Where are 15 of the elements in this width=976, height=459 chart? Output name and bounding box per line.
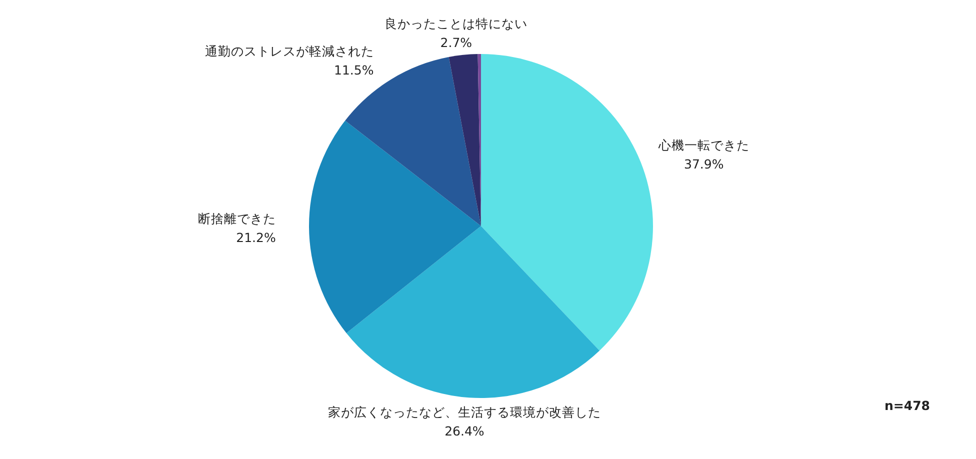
slice-label: 断捨離できた bbox=[198, 211, 276, 226]
slice-label: 良かったことは特にない bbox=[384, 16, 528, 32]
data-label: 2.7% bbox=[440, 35, 472, 50]
data-label: 26.4% bbox=[444, 424, 484, 439]
data-label: 21.2% bbox=[236, 230, 276, 246]
pie-slice bbox=[309, 120, 481, 334]
pie-slice bbox=[481, 54, 653, 351]
data-label: 11.5% bbox=[334, 62, 374, 78]
text: n=478 bbox=[884, 398, 930, 413]
pie-slice bbox=[448, 54, 481, 226]
pie-slice bbox=[346, 226, 600, 398]
slice-label: 通勤のストレスが軽減された bbox=[204, 44, 374, 59]
data-label: 37.9% bbox=[684, 156, 724, 172]
slice-label: 心機一転できた bbox=[657, 138, 750, 153]
slice-label: 家が広くなったなど、生活する環境が改善した bbox=[328, 404, 601, 420]
